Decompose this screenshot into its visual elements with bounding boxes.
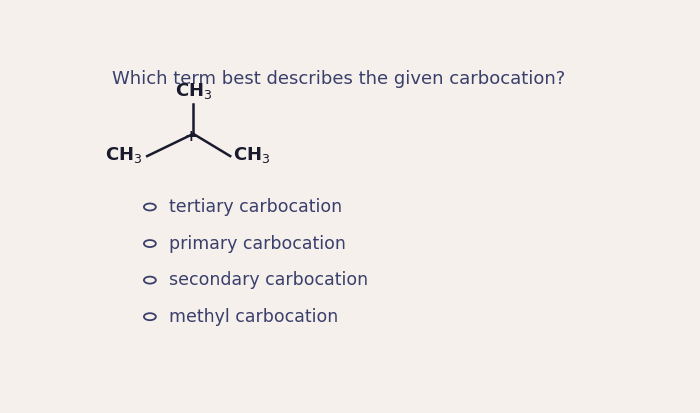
Text: CH$_3$: CH$_3$ [233,145,270,166]
Text: Which term best describes the given carbocation?: Which term best describes the given carb… [112,70,565,88]
Text: CH$_3$: CH$_3$ [106,145,143,166]
Text: CH$_3$: CH$_3$ [174,81,212,101]
Text: methyl carbocation: methyl carbocation [169,308,338,326]
Text: primary carbocation: primary carbocation [169,235,346,252]
Text: tertiary carbocation: tertiary carbocation [169,198,342,216]
Text: +: + [185,129,197,144]
Text: secondary carbocation: secondary carbocation [169,271,368,289]
